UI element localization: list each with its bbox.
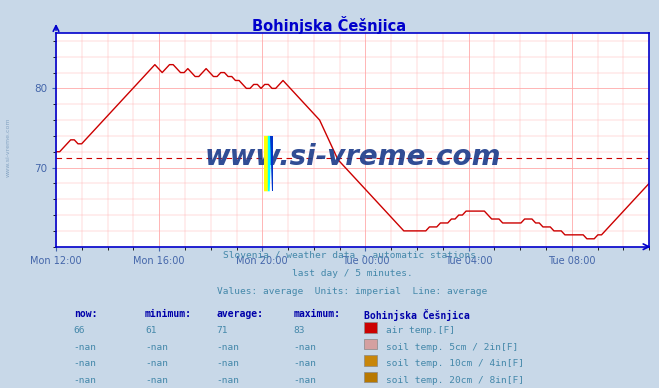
Text: now:: now:: [74, 308, 98, 319]
Text: average:: average:: [216, 308, 263, 319]
Polygon shape: [268, 136, 272, 191]
Text: -nan: -nan: [74, 359, 97, 368]
Text: soil temp. 5cm / 2in[F]: soil temp. 5cm / 2in[F]: [386, 343, 519, 352]
Text: -nan: -nan: [293, 359, 316, 368]
Text: 71: 71: [216, 326, 227, 335]
Polygon shape: [270, 136, 273, 191]
Text: 83: 83: [293, 326, 304, 335]
Text: air temp.[F]: air temp.[F]: [386, 326, 455, 335]
Text: last day / 5 minutes.: last day / 5 minutes.: [292, 269, 413, 278]
Text: -nan: -nan: [145, 376, 168, 385]
FancyBboxPatch shape: [364, 322, 378, 333]
Text: www.si-vreme.com: www.si-vreme.com: [6, 118, 11, 177]
Text: Values: average  Units: imperial  Line: average: Values: average Units: imperial Line: av…: [217, 287, 488, 296]
FancyBboxPatch shape: [364, 355, 378, 365]
Text: -nan: -nan: [216, 359, 239, 368]
Text: www.si-vreme.com: www.si-vreme.com: [204, 143, 501, 171]
Text: -nan: -nan: [216, 343, 239, 352]
Text: 61: 61: [145, 326, 156, 335]
Text: -nan: -nan: [74, 343, 97, 352]
Text: soil temp. 20cm / 8in[F]: soil temp. 20cm / 8in[F]: [386, 376, 525, 385]
Text: -nan: -nan: [145, 359, 168, 368]
Text: -nan: -nan: [216, 376, 239, 385]
Text: -nan: -nan: [293, 376, 316, 385]
Polygon shape: [264, 136, 270, 191]
Text: maximum:: maximum:: [293, 308, 340, 319]
Text: soil temp. 10cm / 4in[F]: soil temp. 10cm / 4in[F]: [386, 359, 525, 368]
Text: -nan: -nan: [74, 376, 97, 385]
Text: Bohinjska Češnjica: Bohinjska Češnjica: [252, 16, 407, 33]
Text: -nan: -nan: [293, 343, 316, 352]
FancyBboxPatch shape: [364, 339, 378, 349]
Text: 66: 66: [74, 326, 85, 335]
FancyBboxPatch shape: [364, 372, 378, 382]
Text: Bohinjska Češnjica: Bohinjska Češnjica: [364, 308, 470, 320]
Text: minimum:: minimum:: [145, 308, 192, 319]
Text: Slovenia / weather data - automatic stations.: Slovenia / weather data - automatic stat…: [223, 251, 482, 260]
Text: -nan: -nan: [145, 343, 168, 352]
